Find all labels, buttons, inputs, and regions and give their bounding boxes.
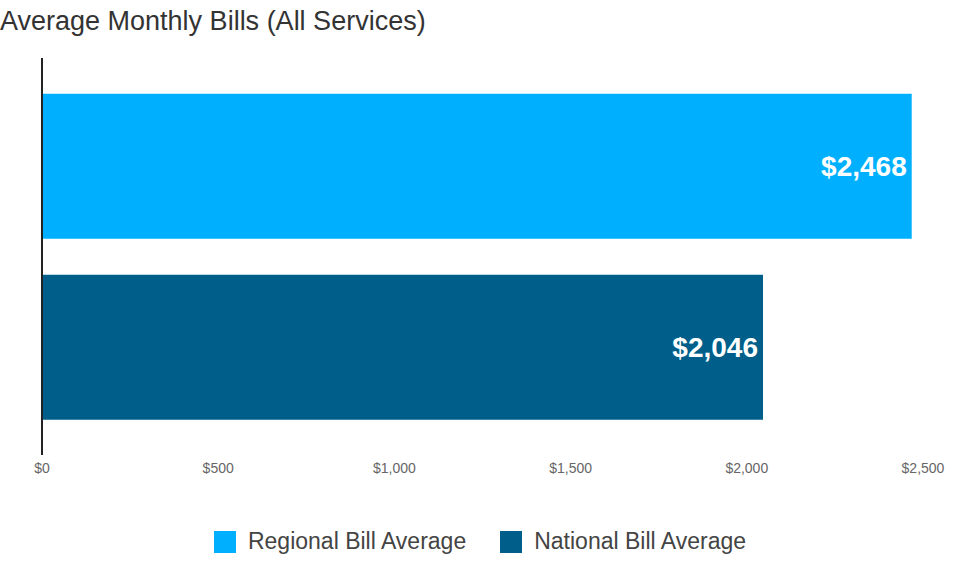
svg-text:$2,046: $2,046 bbox=[672, 332, 758, 363]
svg-text:$0: $0 bbox=[34, 460, 50, 476]
svg-text:$500: $500 bbox=[203, 460, 234, 476]
svg-text:$2,000: $2,000 bbox=[725, 460, 768, 476]
svg-text:$1,000: $1,000 bbox=[373, 460, 416, 476]
html-text:Average Monthly Bills (All Ser: Average Monthly Bills (All Services) bbox=[0, 6, 426, 36]
html-text:Regional Bill Average: Regional Bill Average bbox=[248, 528, 467, 554]
svg-text:$2,468: $2,468 bbox=[821, 151, 907, 182]
svg-text:$1,500: $1,500 bbox=[549, 460, 592, 476]
html-text:National Bill Average: National Bill Average bbox=[534, 528, 746, 554]
svg-text:$2,500: $2,500 bbox=[902, 460, 945, 476]
